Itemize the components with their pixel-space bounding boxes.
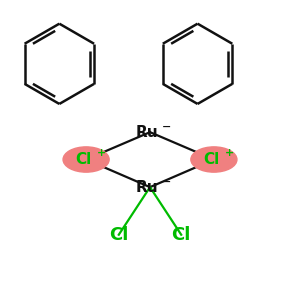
Text: Cl: Cl <box>172 226 191 244</box>
Text: −: − <box>162 122 171 132</box>
Text: +: + <box>225 148 234 158</box>
Ellipse shape <box>63 147 109 172</box>
Text: Cl: Cl <box>203 152 219 167</box>
Text: Cl: Cl <box>109 226 128 244</box>
Ellipse shape <box>191 147 237 172</box>
Text: Ru: Ru <box>136 125 158 140</box>
Text: +: + <box>97 148 106 158</box>
Text: Cl: Cl <box>75 152 91 167</box>
Text: Ru: Ru <box>136 180 158 195</box>
Text: −: − <box>162 177 171 187</box>
